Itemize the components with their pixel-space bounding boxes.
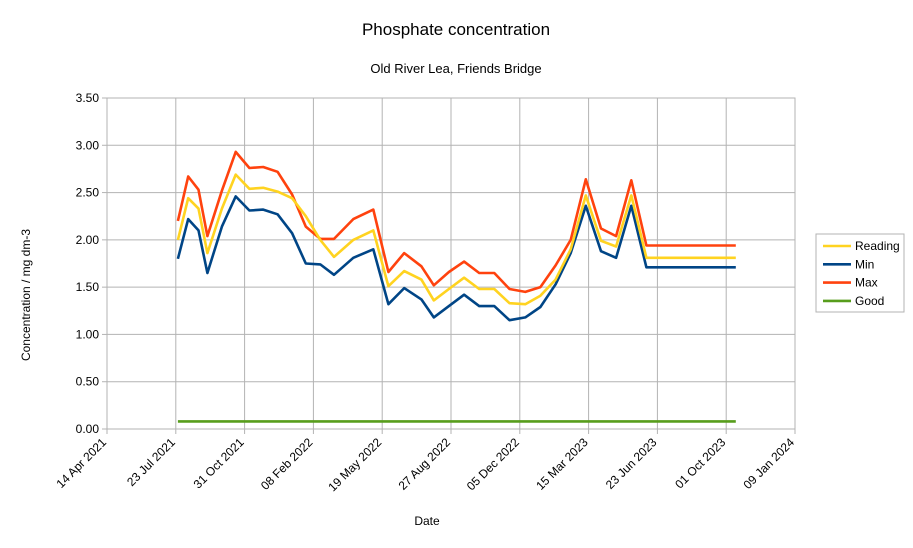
chart-subtitle: Old River Lea, Friends Bridge bbox=[370, 61, 541, 76]
legend-label-reading: Reading bbox=[855, 239, 900, 253]
series-line-max bbox=[176, 150, 736, 294]
legend-label-good: Good bbox=[855, 294, 884, 308]
series-lines bbox=[176, 150, 736, 423]
x-axis-title: Date bbox=[414, 514, 440, 528]
x-tick-label: 23 Jul 2021 bbox=[124, 435, 178, 489]
series-line-reading bbox=[176, 173, 736, 306]
y-tick-label: 0.00 bbox=[76, 422, 100, 436]
x-tick-label: 15 Mar 2023 bbox=[533, 435, 591, 493]
x-tick-label: 05 Dec 2022 bbox=[464, 435, 522, 493]
y-tick-label: 0.50 bbox=[76, 375, 100, 389]
y-tick-label: 3.00 bbox=[76, 138, 100, 152]
x-tick-label: 14 Apr 2021 bbox=[53, 435, 109, 491]
series-line-min bbox=[176, 195, 736, 322]
y-tick-label: 2.50 bbox=[76, 186, 100, 200]
x-tick-label: 31 Oct 2021 bbox=[191, 435, 247, 491]
x-tick-label: 23 Jun 2023 bbox=[603, 435, 660, 492]
x-tick-label: 27 Aug 2022 bbox=[396, 435, 454, 493]
x-tick-label: 08 Feb 2022 bbox=[258, 435, 316, 493]
y-tick-label: 2.00 bbox=[76, 233, 100, 247]
legend-label-min: Min bbox=[855, 257, 874, 271]
x-tick-label: 01 Oct 2023 bbox=[672, 435, 728, 491]
x-tick-label: 09 Jan 2024 bbox=[741, 435, 798, 492]
x-tick-label: 19 May 2022 bbox=[325, 435, 384, 494]
y-tick-label: 1.00 bbox=[76, 327, 100, 341]
chart-title: Phosphate concentration bbox=[362, 20, 550, 39]
y-tick-label: 3.50 bbox=[76, 91, 100, 105]
y-tick-label: 1.50 bbox=[76, 280, 100, 294]
y-axis-title: Concentration / mg dm-3 bbox=[19, 229, 33, 361]
x-axis-ticks: 14 Apr 2021 23 Jul 2021 31 Oct 2021 08 Feb … bbox=[53, 429, 797, 494]
y-axis-ticks: 0.00 0.50 1.00 1.50 2.00 2.50 3.00 3.50 bbox=[76, 91, 107, 436]
legend-label-max: Max bbox=[855, 276, 878, 290]
legend: Reading Min Max Good bbox=[815, 233, 905, 313]
